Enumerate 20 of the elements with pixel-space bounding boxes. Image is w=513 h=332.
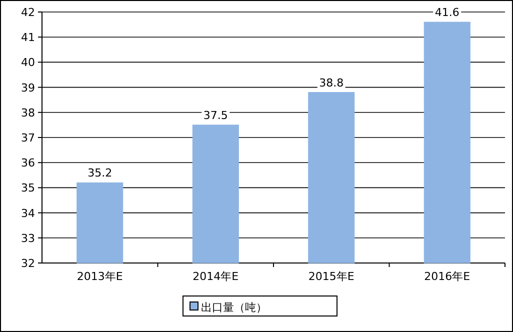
legend-label: 出口量（吨） xyxy=(201,301,267,314)
x-tick-label: 2013年E xyxy=(76,270,123,283)
x-tick-label: 2016年E xyxy=(424,270,470,283)
data-label: 38.8 xyxy=(319,76,344,90)
data-label: 41.6 xyxy=(434,6,460,20)
y-tick-label: 32 xyxy=(21,257,35,270)
y-tick-label: 40 xyxy=(21,56,35,70)
y-tick-label: 38 xyxy=(21,106,35,120)
data-label: 35.2 xyxy=(88,166,112,180)
y-tick-label: 39 xyxy=(21,81,35,94)
y-tick-label: 42 xyxy=(21,6,35,19)
x-tick-label: 2014年E xyxy=(192,270,239,283)
y-tick-label: 37 xyxy=(21,132,35,144)
y-tick-label: 36 xyxy=(21,156,35,170)
y-tick-label: 33 xyxy=(21,232,35,245)
y-tick-label: 34 xyxy=(21,206,35,220)
x-tick-label: 2015年E xyxy=(308,270,354,283)
y-tick-label: 35 xyxy=(21,182,35,195)
data-label: 37.5 xyxy=(203,108,228,122)
y-tick-label: 41 xyxy=(21,31,35,44)
